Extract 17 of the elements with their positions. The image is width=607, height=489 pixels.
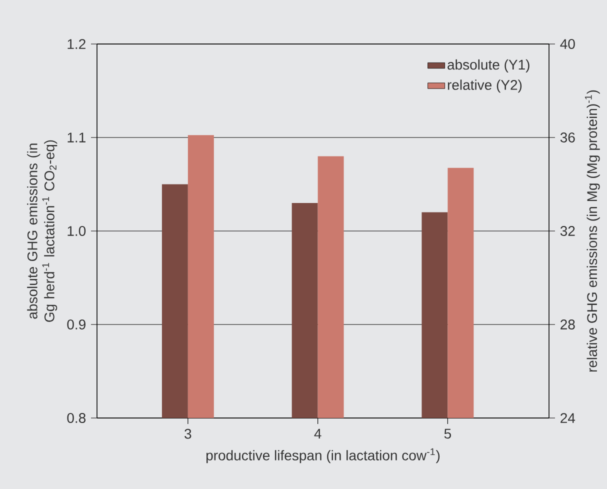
y2-axis-title: relative GHG emissions (in Mg (Mg protein)$^{-1}$) [584, 90, 600, 372]
legend-label: relative (Y2) [448, 80, 522, 93]
x-axis-title: productive lifespan (in lactation cow$^{-1}$) [206, 448, 440, 464]
y2-tick-label: 28 [560, 320, 575, 330]
y-tick-label: 0.9 [67, 320, 86, 330]
y-tick-label: 1.2 [68, 39, 86, 49]
y2-tick-label: 24 [560, 413, 576, 423]
y-tick-label: 0.8 [67, 413, 86, 423]
y-tick-label: 1.1 [68, 132, 86, 142]
x-tick-label: 4 [314, 428, 322, 438]
y2-tick-label: 40 [560, 39, 575, 49]
x-tick-label: 5 [444, 428, 452, 439]
legend-label: absolute (Y1) [448, 59, 530, 72]
y2-tick-label: 32 [560, 226, 575, 236]
y2-tick-label: 36 [560, 132, 575, 142]
x-tick-label: 3 [184, 428, 192, 439]
y-tick-label: 1.0 [68, 226, 86, 236]
